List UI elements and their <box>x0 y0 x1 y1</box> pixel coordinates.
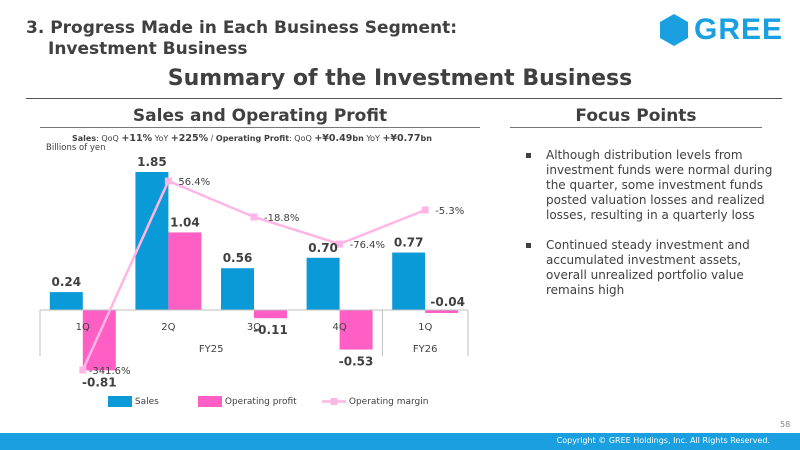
sales-bar <box>392 252 426 310</box>
growth-summary: Sales: QoQ +11% YoY +225% / Operating Pr… <box>72 133 432 144</box>
legend-item-margin: Operating margin <box>322 396 428 408</box>
margin-data-label: -76.4% <box>350 240 385 251</box>
sales-data-label: 0.56 <box>223 251 253 265</box>
x-tick-label: 3Q <box>247 322 261 333</box>
op-profit-bar <box>425 310 459 313</box>
sales-bar <box>221 268 254 310</box>
x-group-label: FY26 <box>413 344 438 355</box>
op-profit-data-label: -0.81 <box>82 375 117 389</box>
x-tick-label: 4Q <box>332 322 346 333</box>
margin-data-label: 56.4% <box>178 177 210 188</box>
copyright-text: Copyright © GREE Holdings, Inc. All Righ… <box>556 436 770 445</box>
sales-bar <box>49 292 83 310</box>
focus-point-2: Continued steady investment and accumula… <box>526 238 776 298</box>
legend-swatch-margin <box>322 398 346 405</box>
op-profit-bar <box>339 310 373 350</box>
header-line2: Investment Business <box>48 39 248 59</box>
op-profit-bar <box>254 310 287 319</box>
page-number: 58 <box>780 420 791 429</box>
summary-sales-qoq: +11% <box>121 133 153 144</box>
legend-swatch-op <box>198 396 222 407</box>
summary-op-qoq: +¥0.49 <box>314 133 353 144</box>
summary-qoq-label: QoQ <box>101 134 119 143</box>
legend-label-sales: Sales <box>134 397 159 407</box>
section-title-sales: Sales and Operating Profit <box>132 106 388 126</box>
bullet-square-icon <box>526 153 531 158</box>
x-tick-label: 2Q <box>161 322 175 333</box>
operating-margin-point <box>421 206 429 214</box>
summary-yoy-label: YoY <box>154 134 169 143</box>
focus-point-text: Although distribution levels from invest… <box>546 148 773 222</box>
sales-data-label: 0.70 <box>308 241 338 255</box>
op-profit-data-label: 1.04 <box>170 215 200 229</box>
footer-bar: Copyright © GREE Holdings, Inc. All Righ… <box>0 433 800 450</box>
summary-separator: / <box>208 134 216 143</box>
op-profit-data-label: -0.53 <box>339 355 374 369</box>
legend-swatch-sales <box>108 396 132 407</box>
slide-header: 3. Progress Made in Each Business Segmen… <box>26 18 457 60</box>
focus-points-list: Although distribution levels from invest… <box>526 148 776 313</box>
op-profit-data-label: -0.04 <box>430 295 465 309</box>
bullet-square-icon <box>526 243 531 248</box>
operating-margin-point <box>164 177 172 185</box>
section-title-focus: Focus Points <box>575 106 697 126</box>
legend-label-margin: Operating margin <box>348 397 429 407</box>
sales-bar <box>306 257 340 310</box>
title-divider <box>26 98 782 99</box>
focus-point-1: Although distribution levels from invest… <box>526 148 776 223</box>
sales-data-label: 1.85 <box>137 155 167 169</box>
legend-item-op: Operating profit <box>198 396 297 408</box>
summary-qoq-label-2: QoQ <box>294 134 312 143</box>
margin-data-label: -18.8% <box>264 213 299 224</box>
summary-op-yoy-unit: bn <box>420 134 432 143</box>
op-profit-data-label: -0.11 <box>253 323 288 337</box>
legend-item-sales: Sales <box>108 396 159 408</box>
operating-margin-point <box>336 240 344 248</box>
sales-data-label: 0.77 <box>394 236 424 250</box>
hexagon-logo-icon <box>660 14 688 46</box>
margin-data-label: -5.3% <box>435 206 464 217</box>
operating-margin-point <box>250 213 258 221</box>
operating-margin-line <box>81 179 426 371</box>
gree-logo: GREE <box>660 13 784 46</box>
section-divider-right <box>510 127 762 128</box>
summary-op-qoq-unit: bn <box>352 134 364 143</box>
x-tick-label: 1Q <box>418 322 432 333</box>
chart-unit-label: Billions of yen <box>46 143 106 153</box>
summary-op-label: Operating Profit <box>215 134 290 143</box>
margin-data-label: -341.6% <box>89 366 131 377</box>
header-line1: 3. Progress Made in Each Business Segmen… <box>26 18 458 38</box>
operating-margin-point <box>79 366 87 374</box>
legend-label-op: Operating profit <box>224 397 297 407</box>
logo-text: GREE <box>694 13 784 46</box>
x-group-label: FY25 <box>199 344 224 355</box>
summary-op-yoy: +¥0.77 <box>382 133 421 144</box>
op-profit-bar <box>168 232 202 310</box>
summary-sales-label: Sales <box>72 134 97 143</box>
page-title: Summary of the Investment Business <box>167 66 633 91</box>
focus-point-text: Continued steady investment and accumula… <box>546 238 750 297</box>
summary-sales-yoy: +225% <box>170 133 209 144</box>
summary-yoy-label-2: YoY <box>366 134 380 143</box>
section-divider-left <box>40 127 480 128</box>
sales-data-label: 0.24 <box>51 275 81 289</box>
x-tick-label: 1Q <box>76 322 90 333</box>
